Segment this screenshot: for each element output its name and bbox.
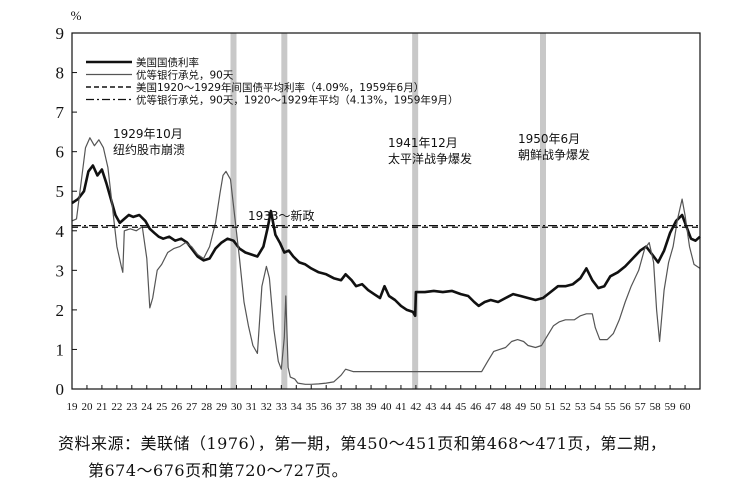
event-bands (230, 33, 546, 389)
y-tick-label: 1 (56, 340, 65, 359)
x-tick-label: 47 (485, 401, 497, 413)
legend: 美国国债利率优等银行承兑，90天美国1920～1929年间国债平均利率（4.09… (86, 56, 459, 107)
x-tick-label: 56 (620, 401, 632, 413)
x-tick-label: 50 (530, 401, 542, 413)
y-tick-label: 4 (56, 222, 65, 241)
x-tick-label: 26 (171, 401, 183, 413)
event-label-1-line-2: 纽约股市崩溃 (113, 142, 185, 157)
series-lines (71, 137, 701, 385)
y-tick-label: 8 (56, 64, 65, 83)
x-tick-label: 23 (126, 401, 138, 413)
x-tick-label: 40 (381, 401, 393, 413)
plot-frame (71, 32, 701, 390)
event-band-4 (540, 33, 546, 389)
x-tick-label: 51 (545, 401, 556, 413)
x-tick-label: 46 (470, 401, 482, 413)
event-band-3 (412, 33, 419, 389)
event-label-4-line-2: 朝鲜战争爆发 (518, 147, 590, 162)
y-tick-label: 0 (56, 380, 65, 399)
legend-label-4: 优等银行承兑，90天，1920～1929年平均（4.13%，1959年9月） (136, 94, 459, 107)
x-tick-label: 24 (141, 401, 153, 413)
event-label-3-line-2: 太平洋战争爆发 (388, 151, 472, 166)
event-label-3-line-1: 1941年12月 (388, 136, 458, 150)
x-tick-label: 28 (201, 401, 213, 413)
x-tick-label: 20 (81, 401, 93, 413)
y-axis: 0 1 2 3 4 5 6 7 8 9% (56, 8, 82, 399)
y-axis-label: % (71, 8, 82, 23)
x-tick-label: 36 (321, 401, 333, 413)
x-tick-label: 42 (410, 401, 421, 413)
event-label-2-line-1: 1933～新政 (248, 208, 315, 223)
x-tick-label: 31 (246, 401, 257, 413)
source-line-1: 资料来源：美联储（1976），第一期，第450～451页和第468～471页，第… (58, 434, 667, 453)
x-tick-label: 58 (650, 401, 662, 413)
x-tick-label: 33 (276, 401, 288, 413)
legend-label-1: 美国国债利率 (136, 56, 199, 69)
x-tick-label: 35 (306, 401, 318, 413)
x-tick-label: 37 (336, 401, 348, 413)
x-tick-label: 30 (231, 401, 243, 413)
y-tick-label: 5 (56, 182, 65, 201)
x-tick-label: 19 (67, 401, 79, 413)
series-line-treasury (71, 164, 701, 318)
y-tick-label: 9 (56, 24, 65, 43)
x-tick-label: 44 (440, 401, 452, 413)
x-tick-label: 49 (515, 401, 527, 413)
legend-label-3: 美国1920～1929年间国债平均利率（4.09%，1959年6月） (136, 81, 424, 94)
x-tick-label: 60 (680, 401, 692, 413)
x-tick-label: 39 (366, 401, 378, 413)
y-tick-label: 2 (56, 301, 65, 320)
x-tick-label: 27 (186, 401, 198, 413)
x-tick-label: 59 (665, 401, 677, 413)
source-note: 资料来源：美联储（1976），第一期，第450～451页和第468～471页，第… (58, 430, 718, 484)
y-tick-label: 7 (56, 103, 65, 122)
x-tick-label: 53 (575, 401, 587, 413)
legend-label-2: 优等银行承兑，90天 (136, 69, 234, 82)
event-label-4-line-1: 1950年6月 (518, 132, 580, 146)
x-tick-label: 41 (395, 401, 406, 413)
source-line-2: 第674～676页和第720～727页。 (88, 461, 349, 480)
x-tick-label: 43 (425, 401, 437, 413)
x-tick-label: 38 (351, 401, 363, 413)
event-label-1-line-1: 1929年10月 (113, 127, 183, 141)
x-tick-label: 57 (635, 401, 647, 413)
x-tick-label: 21 (96, 401, 107, 413)
x-axis: 19 20 21 22 23 24 25 26 27 28 29 30 31 32 33 34 35 36 37 38… (67, 385, 692, 413)
x-tick-label: 25 (156, 401, 168, 413)
x-tick-label: 29 (216, 401, 228, 413)
series-line-bankers-acceptance (71, 137, 701, 385)
event-band-1 (230, 33, 237, 389)
x-tick-label: 54 (590, 401, 602, 413)
y-tick-label: 3 (56, 261, 65, 280)
x-tick-label: 22 (111, 401, 122, 413)
x-tick-label: 52 (560, 401, 571, 413)
x-tick-label: 45 (455, 401, 467, 413)
event-band-2 (281, 33, 288, 389)
x-tick-label: 48 (500, 401, 512, 413)
x-tick-label: 34 (291, 401, 303, 413)
x-tick-label: 55 (605, 401, 617, 413)
x-tick-label: 32 (261, 401, 272, 413)
y-tick-label: 6 (56, 143, 65, 162)
